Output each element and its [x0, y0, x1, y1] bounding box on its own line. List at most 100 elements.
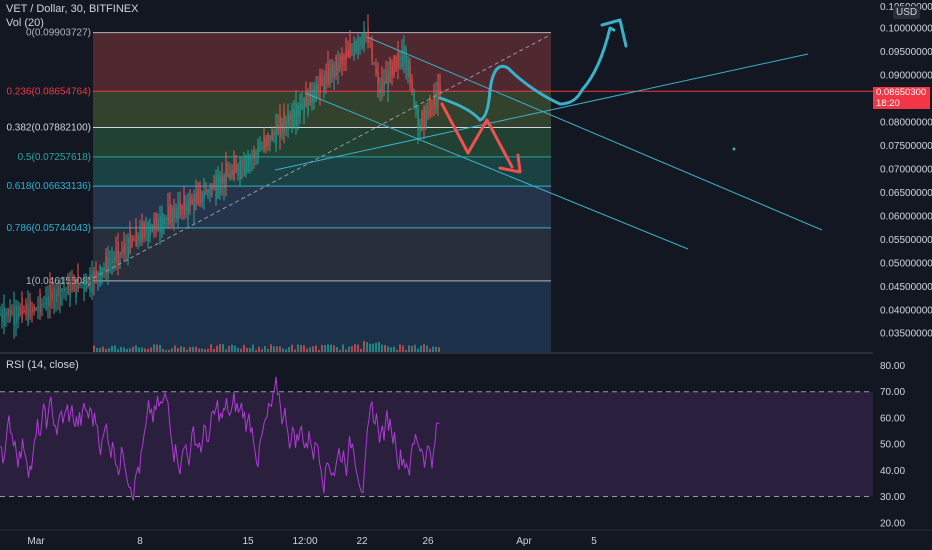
candle-body: [207, 190, 209, 193]
volume-bar: [312, 346, 314, 352]
candle-body: [341, 55, 343, 65]
volume-bar: [159, 345, 161, 352]
price-series: [0, 14, 441, 339]
candle-body: [271, 130, 273, 141]
fib-level-label: 0.618(0.06633136): [6, 181, 91, 192]
candle-body: [241, 164, 243, 167]
candle-body: [413, 90, 415, 108]
candle-body: [29, 299, 31, 317]
volume-bar: [330, 344, 332, 352]
candle-body: [131, 237, 133, 246]
candle-body: [25, 303, 27, 316]
volume-bar: [108, 348, 110, 352]
candle-body: [391, 63, 393, 76]
volume-bar: [210, 344, 212, 352]
candle-body: [257, 147, 259, 159]
candle-body: [409, 65, 411, 84]
volume-bar: [375, 342, 377, 352]
candle-body: [191, 199, 193, 204]
candle-body: [261, 147, 263, 149]
rsi-line: [0, 376, 440, 501]
rsi-tick-label: 70.00: [880, 387, 905, 398]
candle-body: [359, 37, 361, 46]
time-tick-label: 26: [422, 536, 434, 547]
volume-bar: [336, 346, 338, 352]
volume-bar: [192, 346, 194, 352]
candle-body: [55, 289, 57, 303]
volume-bar: [423, 344, 425, 352]
candle-body: [303, 97, 305, 114]
volume-bar: [333, 345, 335, 352]
volume-bar: [279, 346, 281, 352]
candle-body: [397, 52, 399, 68]
price-tick-label: 0.08000000: [880, 118, 932, 129]
marker-dot: [732, 147, 736, 151]
candle-body: [225, 163, 227, 186]
rsi-tick-label: 60.00: [880, 413, 905, 424]
rsi-tick-label: 30.00: [880, 492, 905, 503]
volume-bar: [252, 344, 254, 352]
volume-bar: [135, 345, 137, 352]
candle-body: [307, 90, 309, 113]
bullish-projection-arrow: [438, 18, 628, 122]
volume-bar: [414, 344, 416, 352]
volume-bar: [273, 346, 275, 352]
candle-body: [335, 54, 337, 76]
candle-body: [421, 112, 423, 130]
volume-bar: [354, 344, 356, 352]
fib-zone: [93, 127, 551, 157]
rsi-tick-label: 80.00: [880, 361, 905, 372]
candle-body: [263, 137, 265, 150]
rsi-panel: [0, 352, 873, 501]
rsi-tick-label: 20.00: [880, 518, 905, 529]
currency-badge[interactable]: USD: [893, 6, 921, 19]
candle-body: [133, 239, 135, 241]
candle-body: [355, 40, 357, 53]
volume-bar: [195, 346, 197, 352]
candle-body: [153, 219, 155, 230]
volume-bar: [393, 346, 395, 352]
candle-body: [259, 148, 261, 151]
volume-bar: [366, 341, 368, 352]
fib-level-label: 1(0.04615508): [26, 276, 91, 287]
volume-bar: [294, 349, 296, 352]
candle-body: [119, 252, 121, 256]
rsi-tick-label: 50.00: [880, 440, 905, 451]
candle-body: [35, 308, 37, 311]
volume-bar: [246, 347, 248, 352]
candle-body: [357, 37, 359, 53]
price-tick-label: 0.07500000: [880, 141, 932, 152]
fib-zone: [93, 280, 551, 352]
fib-level-label: 0.5(0.07257618): [18, 152, 91, 163]
candle-body: [349, 43, 351, 57]
bearish-projection-arrow: [440, 102, 522, 174]
candle-body: [111, 260, 113, 263]
candle-body: [171, 207, 173, 227]
price-tick-label: 0.07000000: [880, 164, 932, 175]
candle-body: [193, 194, 195, 211]
volume-bar: [183, 347, 185, 352]
candle-body: [323, 74, 325, 92]
volume-bar: [258, 346, 260, 352]
candle-body: [149, 224, 151, 236]
rsi-band-fill: [0, 391, 873, 497]
candle-body: [141, 221, 143, 241]
volume-bar: [381, 344, 383, 352]
volume-bar: [201, 348, 203, 352]
candle-countdown: 18:20: [876, 98, 900, 109]
volume-bar: [390, 347, 392, 352]
candle-body: [31, 307, 33, 312]
candle-body: [237, 164, 239, 176]
volume-bar: [120, 346, 122, 352]
candle-body: [375, 67, 377, 75]
volume-bar: [432, 346, 434, 352]
candle-body: [15, 305, 17, 323]
volume-bar: [162, 348, 164, 352]
volume-bar: [234, 345, 236, 352]
trend-drawings: [92, 18, 823, 279]
time-tick-label: 15: [242, 536, 254, 547]
candle-body: [363, 29, 365, 48]
candle-body: [315, 83, 317, 102]
candle-body: [121, 250, 123, 253]
candle-body: [87, 277, 89, 284]
